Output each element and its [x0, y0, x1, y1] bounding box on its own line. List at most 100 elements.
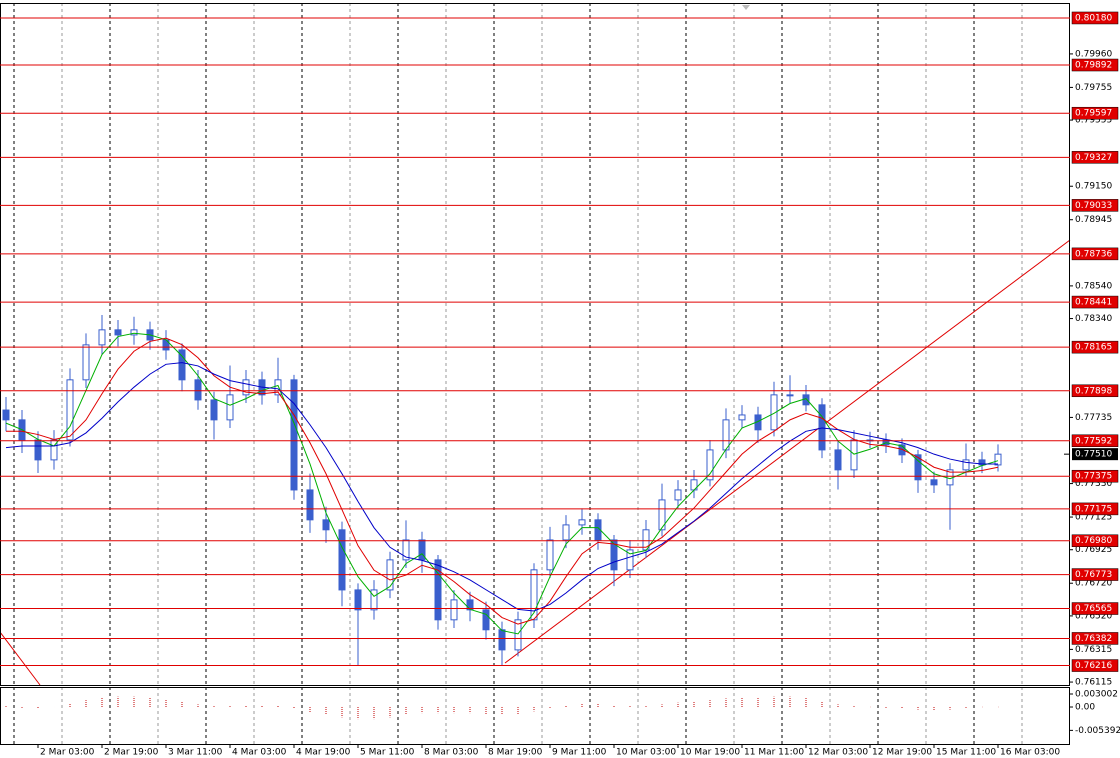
x-tick-label: 3 Mar 11:00 [168, 748, 223, 758]
x-tick-label: 12 Mar 03:00 [808, 748, 868, 758]
level-label: 0.77898 [1075, 386, 1112, 396]
y-tick-label: 0.78340 [1075, 314, 1112, 324]
level-label-box [1071, 247, 1119, 261]
level-label: 0.77592 [1075, 436, 1112, 446]
level-label: 0.76980 [1075, 536, 1112, 546]
candle-body [226, 394, 234, 421]
candle-body [242, 379, 250, 396]
x-tick-label: 15 Mar 11:00 [936, 748, 996, 758]
x-tick-label: 9 Mar 11:00 [552, 748, 607, 758]
y-tick-label: 0.79755 [1075, 83, 1112, 93]
level-label-box [1071, 106, 1119, 120]
candle-body [706, 449, 714, 481]
indicator-tick-label: 0.00 [1075, 703, 1095, 713]
level-label: 0.76382 [1075, 634, 1112, 644]
candle-body [610, 539, 618, 571]
level-label: 0.78441 [1075, 298, 1112, 308]
indicator-panel-border [0, 687, 1070, 745]
candle-body [130, 329, 138, 336]
candle-body [306, 489, 314, 521]
current-price-label: 0.77510 [1075, 450, 1112, 460]
candle-body [82, 344, 90, 381]
y-tick-label: 0.78540 [1075, 281, 1112, 291]
candle-body [98, 329, 106, 346]
x-tick-label: 11 Mar 11:00 [744, 748, 804, 758]
x-tick-label: 2 Mar 19:00 [104, 748, 159, 758]
candle-body [274, 379, 282, 396]
candle-body [850, 439, 858, 471]
x-tick-label: 5 Mar 11:00 [360, 748, 415, 758]
scroll-marker [742, 5, 750, 10]
candle-body [978, 459, 986, 466]
y-tick-label: 0.77735 [1075, 413, 1112, 423]
level-label-box [1071, 534, 1119, 547]
candle-body [722, 419, 730, 451]
y-tick-label: 0.76115 [1075, 678, 1112, 688]
level-label-box [1071, 295, 1119, 309]
y-tick-label: 0.77330 [1075, 479, 1112, 489]
x-tick-label: 10 Mar 19:00 [680, 748, 740, 758]
candle-body [114, 329, 122, 336]
level-label-box [1071, 151, 1119, 164]
candle-body [994, 453, 1002, 466]
y-tick-label: 0.77125 [1075, 513, 1112, 523]
y-tick-label: 0.76720 [1075, 579, 1112, 589]
main-panel-border [0, 3, 1070, 686]
x-tick-label: 8 Mar 03:00 [424, 748, 479, 758]
candle-body [530, 569, 538, 621]
y-tick-label: 0.79960 [1075, 49, 1112, 59]
candle-body [594, 519, 602, 541]
candle-body [402, 539, 410, 561]
candle-body [930, 479, 938, 486]
indicator-tick-label: -0.005392 [1075, 726, 1120, 736]
candle-body [914, 454, 922, 481]
candle-body [210, 399, 218, 421]
moving-average [5, 332, 999, 635]
x-tick-label: 4 Mar 19:00 [296, 748, 351, 758]
level-label-box [1071, 632, 1119, 645]
y-tick-label: 0.78945 [1075, 215, 1112, 225]
level-label-box [1071, 199, 1119, 212]
candle-body [322, 519, 330, 531]
level-label: 0.78736 [1075, 249, 1112, 259]
candle-body [578, 519, 586, 526]
level-label-box [1071, 58, 1119, 72]
candle-body [370, 589, 378, 611]
y-tick-label: 0.79555 [1075, 116, 1112, 126]
level-label-box [1071, 659, 1119, 672]
time-grid [13, 3, 1023, 745]
current-price-box [1072, 448, 1118, 461]
level-label-box [1071, 602, 1119, 615]
level-label: 0.76216 [1075, 661, 1112, 671]
candle-body [290, 379, 298, 491]
candle-body [562, 524, 570, 541]
level-label-box [1071, 434, 1119, 448]
candle-body [194, 379, 202, 401]
candle-body [834, 449, 842, 471]
candle-body [482, 609, 490, 631]
moving-average [5, 362, 998, 612]
x-tick-label: 10 Mar 03:00 [616, 748, 676, 758]
candle-body [338, 529, 346, 591]
y-tick-label: 0.76315 [1075, 645, 1112, 655]
candle-body [434, 559, 442, 621]
level-label: 0.76773 [1075, 570, 1112, 580]
indicator-tick-label: 0.003002 [1075, 690, 1118, 700]
level-label-box [1071, 340, 1119, 354]
candle-body [738, 414, 746, 421]
y-tick-label: 0.76520 [1075, 611, 1112, 621]
candle-body [2, 409, 10, 421]
x-tick-label: 8 Mar 19:00 [488, 748, 543, 758]
level-label-box [1071, 384, 1119, 398]
candle-body [450, 599, 458, 621]
y-tick-label: 0.76925 [1075, 545, 1112, 555]
candle-body [178, 349, 186, 381]
candle-body [514, 619, 522, 651]
candle-body [818, 404, 826, 451]
level-label: 0.80180 [1075, 13, 1112, 23]
x-tick-label: 4 Mar 03:00 [232, 748, 287, 758]
candle-body [802, 394, 810, 406]
candle-body [658, 499, 666, 531]
